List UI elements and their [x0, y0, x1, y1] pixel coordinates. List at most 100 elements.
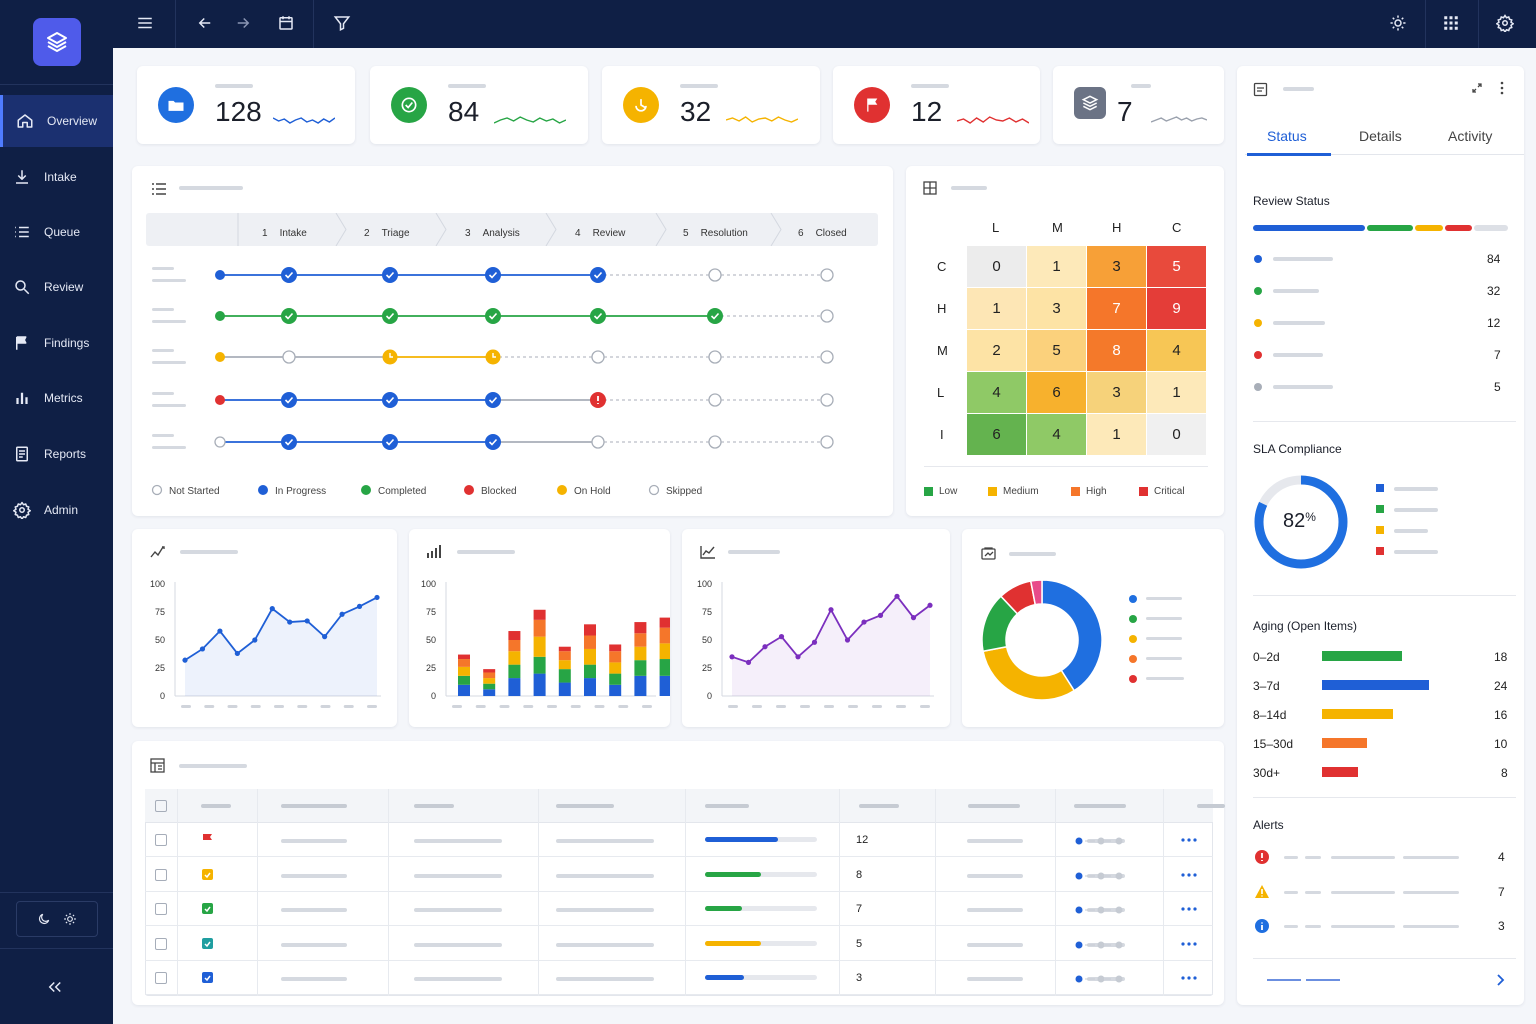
- row-actions-icon[interactable]: [1181, 868, 1197, 886]
- table-row[interactable]: 3: [145, 961, 1213, 995]
- heatmap-cell[interactable]: 6: [1027, 372, 1086, 413]
- bar-segment[interactable]: [609, 644, 622, 652]
- data-point[interactable]: [811, 639, 818, 645]
- nav-item-review[interactable]: Review: [0, 261, 113, 313]
- select-all-checkbox[interactable]: [155, 800, 167, 812]
- bar-segment[interactable]: [483, 678, 496, 684]
- bar-segment[interactable]: [659, 675, 670, 696]
- collapse-sidebar-button[interactable]: [46, 978, 64, 1001]
- nav-item-reports[interactable]: Reports: [0, 428, 113, 480]
- column-header[interactable]: [859, 804, 899, 808]
- moon-icon[interactable]: [37, 912, 51, 926]
- nav-item-findings[interactable]: Findings: [0, 317, 113, 369]
- bar-segment[interactable]: [558, 669, 571, 683]
- bar-segment[interactable]: [533, 619, 546, 637]
- data-point[interactable]: [729, 654, 735, 660]
- data-point[interactable]: [217, 628, 223, 634]
- bar-segment[interactable]: [584, 624, 596, 636]
- settings-gear-icon[interactable]: [1496, 14, 1514, 32]
- data-point[interactable]: [269, 606, 275, 612]
- workflow-row[interactable]: [152, 349, 834, 365]
- data-point[interactable]: [828, 607, 834, 613]
- data-point[interactable]: [861, 619, 867, 625]
- table-row[interactable]: 12: [145, 823, 1213, 857]
- heatmap-cell[interactable]: 3: [1087, 372, 1146, 413]
- bar-segment[interactable]: [558, 651, 571, 661]
- heatmap-cell[interactable]: 0: [1147, 414, 1206, 455]
- heatmap-cell[interactable]: 3: [1087, 246, 1146, 287]
- data-point[interactable]: [844, 637, 851, 643]
- bar-segment[interactable]: [508, 651, 521, 665]
- apps-grid-icon[interactable]: [1442, 14, 1460, 32]
- bar-segment[interactable]: [533, 636, 546, 657]
- column-header[interactable]: [705, 804, 749, 808]
- bar-segment[interactable]: [609, 673, 622, 685]
- bar-segment[interactable]: [508, 631, 521, 640]
- calendar-icon[interactable]: [277, 14, 295, 32]
- row-actions-icon[interactable]: [1181, 971, 1197, 989]
- column-header[interactable]: [201, 804, 231, 808]
- more-vertical-icon[interactable]: [1499, 81, 1505, 95]
- data-point[interactable]: [877, 612, 884, 618]
- bar-segment[interactable]: [634, 646, 647, 661]
- row-actions-icon[interactable]: [1181, 902, 1197, 920]
- heatmap-cell[interactable]: 8: [1087, 330, 1146, 371]
- bar-segment[interactable]: [659, 617, 670, 628]
- bar-segment[interactable]: [558, 660, 571, 670]
- heatmap-cell[interactable]: 1: [1027, 246, 1086, 287]
- workflow-row[interactable]: [152, 267, 834, 283]
- nav-item-intake[interactable]: Intake: [0, 151, 113, 203]
- bar-segment[interactable]: [609, 662, 622, 674]
- bar-segment[interactable]: [533, 656, 546, 674]
- bar-segment[interactable]: [609, 651, 622, 663]
- row-checkbox[interactable]: [155, 903, 167, 915]
- heatmap-cell[interactable]: 3: [1027, 288, 1086, 329]
- bar-segment[interactable]: [483, 689, 496, 696]
- forward-arrow-icon[interactable]: [234, 14, 252, 32]
- bar-segment[interactable]: [634, 633, 647, 647]
- bar-segment[interactable]: [483, 672, 496, 679]
- kpi-card-5[interactable]: 7: [1053, 66, 1224, 144]
- heatmap-cell[interactable]: 1: [1087, 414, 1146, 455]
- heatmap-cell[interactable]: 1: [967, 288, 1026, 329]
- nav-item-queue[interactable]: Queue: [0, 206, 113, 258]
- heatmap-cell[interactable]: 6: [967, 414, 1026, 455]
- data-point[interactable]: [927, 602, 933, 608]
- bar-segment[interactable]: [508, 640, 521, 652]
- row-actions-icon[interactable]: [1181, 937, 1197, 955]
- nav-item-overview[interactable]: Overview: [0, 95, 113, 147]
- data-point[interactable]: [778, 634, 785, 640]
- bar-segment[interactable]: [634, 622, 647, 634]
- column-header[interactable]: [414, 804, 454, 808]
- heatmap-cell[interactable]: 4: [967, 372, 1026, 413]
- heatmap-cell[interactable]: 4: [1027, 414, 1086, 455]
- row-checkbox[interactable]: [155, 868, 167, 881]
- bar-segment[interactable]: [533, 673, 546, 696]
- nav-item-admin[interactable]: Admin: [0, 484, 113, 536]
- app-logo[interactable]: [33, 18, 81, 66]
- table-row[interactable]: 8: [145, 858, 1213, 892]
- bar-segment[interactable]: [634, 675, 647, 696]
- data-point[interactable]: [287, 619, 293, 625]
- tab-details[interactable]: Details: [1359, 128, 1402, 144]
- row-checkbox[interactable]: [155, 972, 167, 984]
- row-checkbox[interactable]: [155, 834, 167, 846]
- filter-icon[interactable]: [333, 14, 351, 32]
- tab-activity[interactable]: Activity: [1448, 128, 1493, 144]
- bar-segment[interactable]: [584, 648, 596, 665]
- heatmap-cell[interactable]: 7: [1087, 288, 1146, 329]
- column-header[interactable]: [281, 804, 347, 808]
- heatmap-cell[interactable]: 9: [1147, 288, 1206, 329]
- row-actions-icon[interactable]: [1181, 833, 1197, 851]
- table-row[interactable]: 5: [145, 927, 1213, 961]
- data-point[interactable]: [356, 603, 363, 609]
- bar-segment[interactable]: [458, 675, 470, 685]
- heatmap-cell[interactable]: 5: [1027, 330, 1086, 371]
- theme-toggle[interactable]: [16, 901, 98, 937]
- bar-segment[interactable]: [483, 669, 496, 673]
- sun-icon[interactable]: [63, 912, 77, 926]
- bar-segment[interactable]: [483, 683, 496, 690]
- data-point[interactable]: [374, 594, 380, 601]
- kpi-card-1[interactable]: 128: [137, 66, 355, 144]
- view-all-link[interactable]: [1306, 979, 1340, 981]
